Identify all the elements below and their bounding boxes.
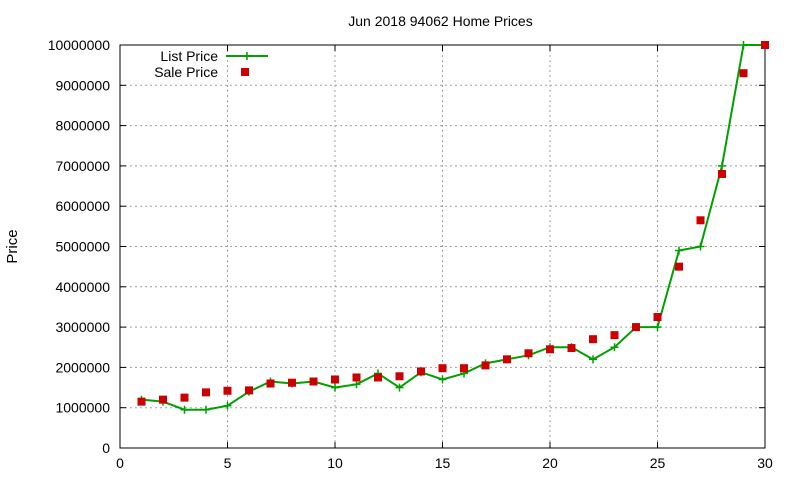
sale-price-point [417, 367, 425, 376]
list-price-point [438, 375, 447, 384]
legend-plus-marker [243, 52, 251, 60]
list-price-point [352, 380, 361, 389]
y-tick-label: 10000000 [48, 37, 111, 53]
y-tick-label: 9000000 [55, 77, 110, 93]
y-tick-label: 6000000 [55, 198, 110, 214]
list-price-point [675, 246, 683, 255]
y-tick-label: 7000000 [55, 158, 110, 174]
legend: List Price Sale Price [154, 48, 268, 80]
list-price-point [331, 383, 339, 392]
list-price-point [180, 405, 189, 414]
sale-price-point [395, 372, 404, 381]
sale-price-point [653, 313, 662, 322]
list-price-point [610, 343, 619, 352]
sale-price-point [288, 378, 296, 387]
sale-price-point [589, 335, 597, 344]
x-tick-label: 25 [650, 455, 666, 471]
sale-price-point [460, 364, 468, 373]
list-price-point [395, 383, 404, 392]
y-axis-label: Price [4, 229, 21, 263]
sale-price-point [331, 375, 339, 384]
list-price-point [223, 401, 232, 410]
x-tick-label: 20 [542, 455, 558, 471]
list-price-point [696, 242, 705, 251]
sale-price-point [739, 69, 748, 78]
sale-price-point [718, 169, 726, 178]
legend-swatch-sale-price [241, 68, 249, 76]
sale-price-point [675, 262, 683, 271]
sale-price-point [223, 386, 232, 395]
x-tick-labels: 0 5 10 15 20 25 30 [116, 455, 773, 471]
sale-price-point [481, 361, 490, 370]
x-tick-label: 30 [757, 455, 773, 471]
sale-price-point [546, 345, 554, 354]
x-tick-label: 10 [327, 455, 343, 471]
x-tick-label: 15 [435, 455, 451, 471]
sale-price-point [761, 41, 769, 49]
y-tick-label: 3000000 [55, 319, 110, 335]
sale-price-point [438, 364, 447, 373]
x-tick-label: 0 [116, 455, 124, 471]
sale-price-point [696, 216, 705, 225]
ticks [119, 44, 766, 449]
sale-price-point [352, 373, 361, 382]
y-tick-label: 5000000 [55, 239, 110, 255]
y-tick-label: 2000000 [55, 359, 110, 375]
y-tick-label: 1000000 [55, 400, 110, 416]
sale-price-point [202, 388, 210, 397]
list-price-point [718, 161, 726, 170]
sale-price-point [567, 344, 576, 353]
chart-title: Jun 2018 94062 Home Prices [348, 13, 532, 29]
sale-price-point [159, 395, 167, 404]
plot-frame [119, 44, 766, 449]
sale-price-point [374, 373, 382, 382]
legend-label-sale-price: Sale Price [154, 64, 218, 80]
series-layer [137, 41, 769, 414]
sale-price-point [266, 379, 275, 388]
y-tick-label: 4000000 [55, 279, 110, 295]
list-price-point [653, 323, 662, 332]
legend-swatch-list-price [226, 52, 268, 60]
sale-price-point [524, 349, 533, 358]
x-tick-label: 5 [224, 455, 232, 471]
legend-label-list-price: List Price [160, 48, 218, 64]
list-price-point [739, 41, 748, 49]
y-tick-label: 0 [102, 440, 110, 456]
sale-price-point [137, 397, 146, 406]
sale-price-point [503, 355, 511, 364]
sale-price-point [245, 386, 253, 395]
y-tick-labels: 0 1000000 2000000 3000000 4000000 5000000 6000… [48, 37, 111, 456]
legend-square-marker [241, 68, 249, 76]
list-price-point [589, 355, 597, 364]
y-tick-label: 8000000 [55, 118, 110, 134]
sale-price-point [610, 331, 619, 340]
list-price-point [202, 405, 210, 414]
sale-price-point [309, 377, 318, 386]
sale-price-point [632, 323, 640, 332]
sale-price-point [180, 393, 189, 402]
